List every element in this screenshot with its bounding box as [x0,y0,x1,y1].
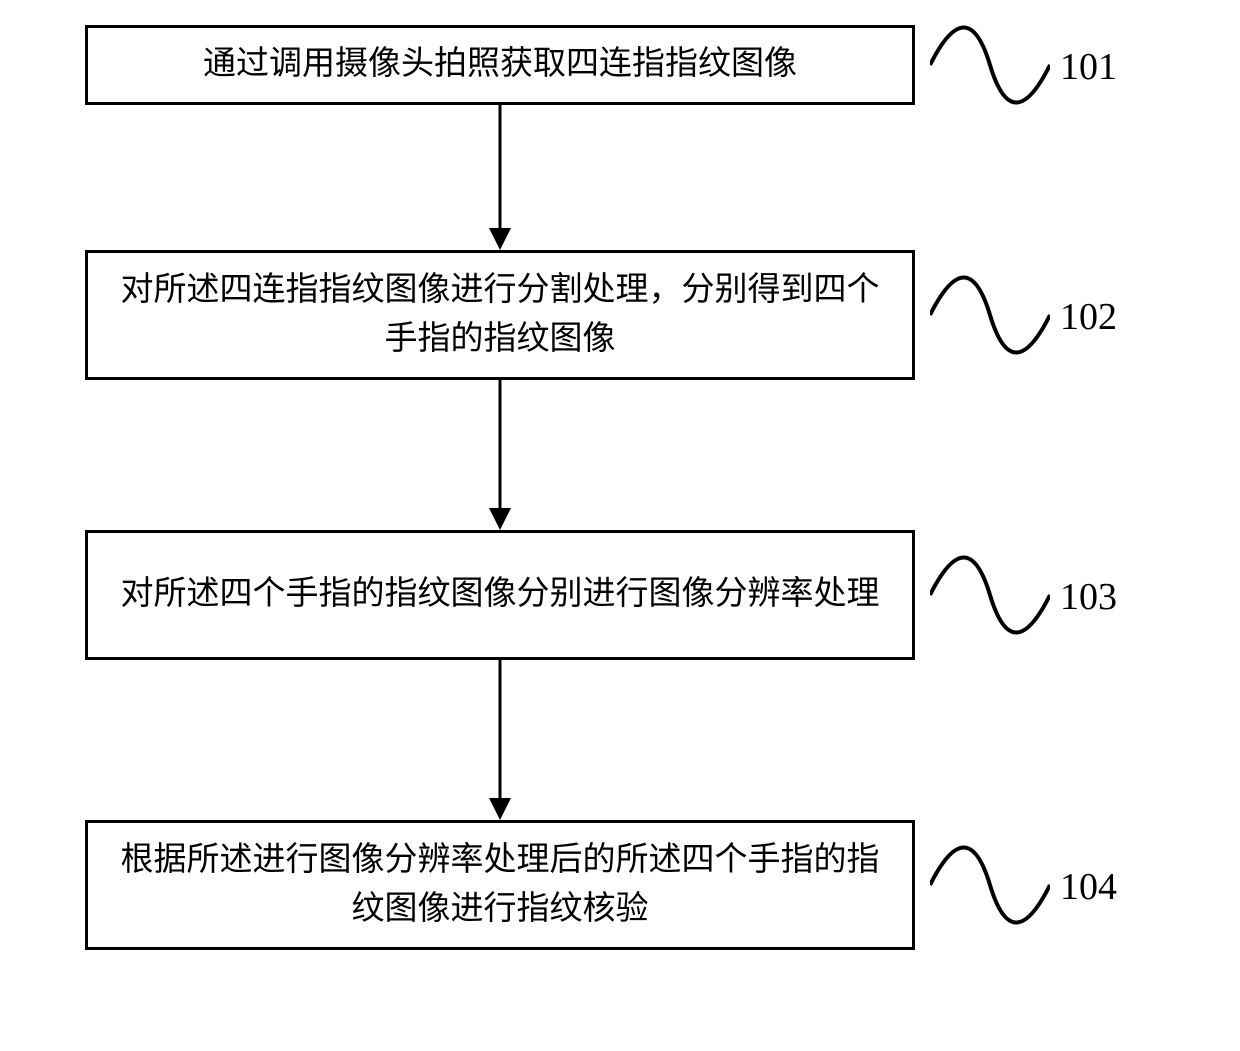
flowchart-node-104: 根据所述进行图像分辨率处理后的所述四个手指的指纹图像进行指纹核验 [85,820,915,950]
flowchart-node-102: 对所述四连指指纹图像进行分割处理，分别得到四个手指的指纹图像 [85,250,915,380]
node-text: 对所述四连指指纹图像进行分割处理，分别得到四个手指的指纹图像 [108,266,892,365]
arrow-head-icon [489,798,511,820]
flowchart-arrow [499,660,502,798]
connector-wave [930,25,1050,105]
flowchart-arrow [499,380,502,508]
connector-wave [930,555,1050,635]
arrow-head-icon [489,228,511,250]
node-label-101: 101 [1060,45,1117,89]
connector-wave [930,845,1050,925]
node-label-104: 104 [1060,865,1117,909]
flowchart-node-101: 通过调用摄像头拍照获取四连指指纹图像 [85,25,915,105]
node-label-103: 103 [1060,575,1117,619]
flowchart-node-103: 对所述四个手指的指纹图像分别进行图像分辨率处理 [85,530,915,660]
connector-wave [930,275,1050,355]
node-text: 对所述四个手指的指纹图像分别进行图像分辨率处理 [121,570,880,620]
arrow-head-icon [489,508,511,530]
node-text: 根据所述进行图像分辨率处理后的所述四个手指的指纹图像进行指纹核验 [108,836,892,935]
node-text: 通过调用摄像头拍照获取四连指指纹图像 [203,40,797,90]
flowchart-arrow [499,105,502,228]
flowchart-canvas: 通过调用摄像头拍照获取四连指指纹图像 101 对所述四连指指纹图像进行分割处理，… [0,0,1240,1051]
node-label-102: 102 [1060,295,1117,339]
